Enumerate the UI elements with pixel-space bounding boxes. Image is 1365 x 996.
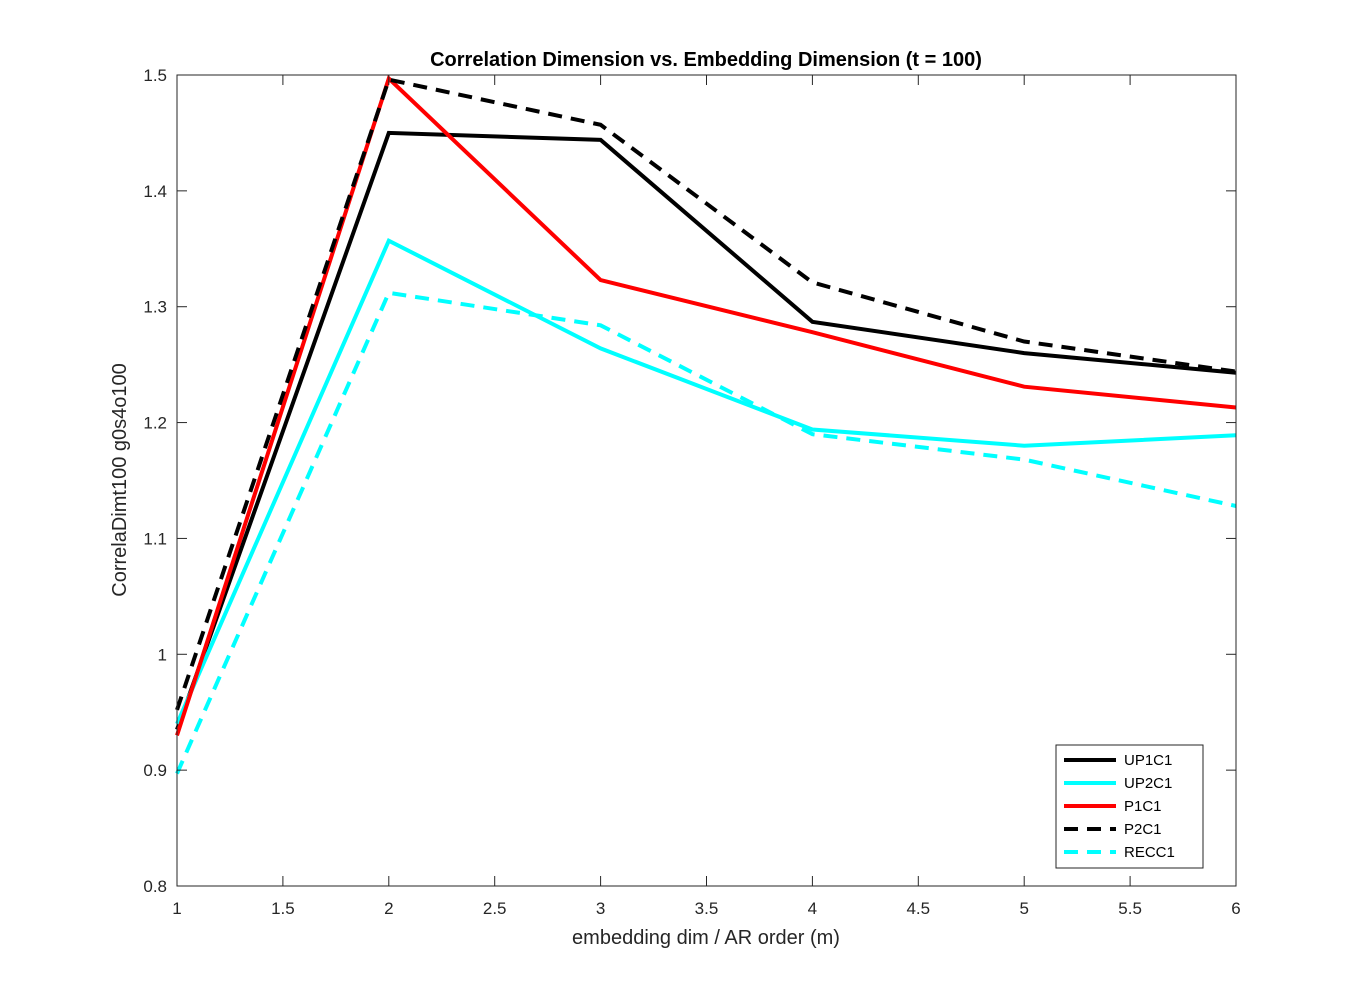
legend-label-recc1: RECC1 [1124, 844, 1175, 861]
series-line-p1c1 [175, 74, 1237, 737]
series-line-p2c1 [175, 77, 1237, 711]
x-axis-title: embedding dim / AR order (m) [572, 927, 840, 949]
y-tick-label: 0.9 [143, 761, 167, 780]
series-line-up1c1 [175, 130, 1237, 731]
x-tick-label: 5 [1019, 899, 1028, 918]
series-line-up2c1 [175, 237, 1237, 725]
legend-label-up2c1: UP2C1 [1124, 775, 1172, 792]
x-tick-label: 1.5 [271, 899, 295, 918]
y-tick-label: 1.1 [143, 529, 167, 548]
x-tick-label: 2.5 [483, 899, 507, 918]
legend: UP1C1 UP2C1 P1C1 P2C1 RECC1 [1055, 744, 1204, 869]
y-tick-label: 1.3 [143, 298, 167, 317]
plot-area [175, 74, 1237, 775]
series-line-recc1 [175, 290, 1237, 775]
y-tick-label: 1.2 [143, 414, 167, 433]
y-tick-label: 1 [158, 645, 167, 664]
x-tick-label: 3.5 [695, 899, 719, 918]
x-tick-label: 5.5 [1118, 899, 1142, 918]
x-tick-label: 4 [808, 899, 817, 918]
y-tick-label: 1.5 [143, 66, 167, 85]
chart-title: Correlation Dimension vs. Embedding Dime… [430, 49, 982, 71]
x-tick-label: 2 [384, 899, 393, 918]
x-axis: 1 1.5 2 2.5 3 3.5 4 4.5 5 5.5 6 [172, 75, 1241, 918]
x-tick-label: 3 [596, 899, 605, 918]
legend-label-p2c1: P2C1 [1124, 821, 1162, 838]
y-axis: 0.8 0.9 1 1.1 1.2 1.3 1.4 1.5 [143, 66, 1236, 896]
legend-label-p1c1: P1C1 [1124, 798, 1162, 815]
x-tick-label: 4.5 [906, 899, 930, 918]
y-tick-label: 1.4 [143, 182, 167, 201]
x-tick-label: 6 [1231, 899, 1240, 918]
legend-label-up1c1: UP1C1 [1124, 752, 1172, 769]
x-tick-label: 1 [172, 899, 181, 918]
y-axis-title: CorrelaDimt100 g0s4o100 [109, 363, 131, 596]
y-tick-label: 0.8 [143, 877, 167, 896]
